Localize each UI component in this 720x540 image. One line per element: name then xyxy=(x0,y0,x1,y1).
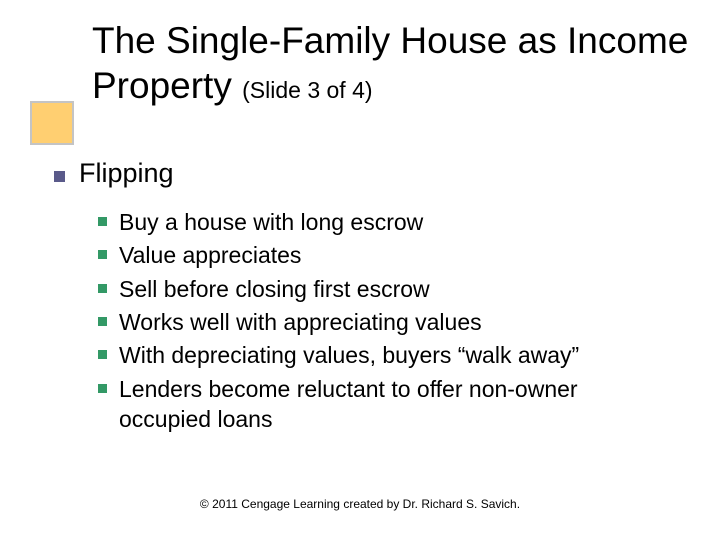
list-item: Sell before closing first escrow xyxy=(98,274,676,304)
list-item: Lenders become reluctant to offer non-ow… xyxy=(98,374,676,435)
square-bullet-icon xyxy=(98,217,107,226)
list-item-text: Works well with appreciating values xyxy=(119,307,482,337)
list-item: Works well with appreciating values xyxy=(98,307,676,337)
copyright-footer: © 2011 Cengage Learning created by Dr. R… xyxy=(0,497,720,511)
list-item-text: Sell before closing first escrow xyxy=(119,274,430,304)
bullet-level1: Flipping xyxy=(54,158,676,189)
list-item: With depreciating values, buyers “walk a… xyxy=(98,340,676,370)
square-bullet-icon xyxy=(98,384,107,393)
slide-body: Flipping Buy a house with long escrow Va… xyxy=(54,158,676,438)
bullet-level2-list: Buy a house with long escrow Value appre… xyxy=(98,207,676,435)
square-bullet-icon xyxy=(54,171,65,182)
list-item-text: Lenders become reluctant to offer non-ow… xyxy=(119,374,676,435)
list-item: Value appreciates xyxy=(98,240,676,270)
slide-title: The Single-Family House as Income Proper… xyxy=(92,18,692,108)
title-accent-box xyxy=(30,101,74,145)
title-main-text: The Single-Family House as Income Proper… xyxy=(92,20,688,106)
list-item-text: With depreciating values, buyers “walk a… xyxy=(119,340,579,370)
square-bullet-icon xyxy=(98,284,107,293)
square-bullet-icon xyxy=(98,250,107,259)
list-item-text: Value appreciates xyxy=(119,240,301,270)
square-bullet-icon xyxy=(98,317,107,326)
level1-heading: Flipping xyxy=(79,158,174,189)
square-bullet-icon xyxy=(98,350,107,359)
list-item-text: Buy a house with long escrow xyxy=(119,207,423,237)
list-item: Buy a house with long escrow xyxy=(98,207,676,237)
title-sub-text: (Slide 3 of 4) xyxy=(242,77,372,103)
